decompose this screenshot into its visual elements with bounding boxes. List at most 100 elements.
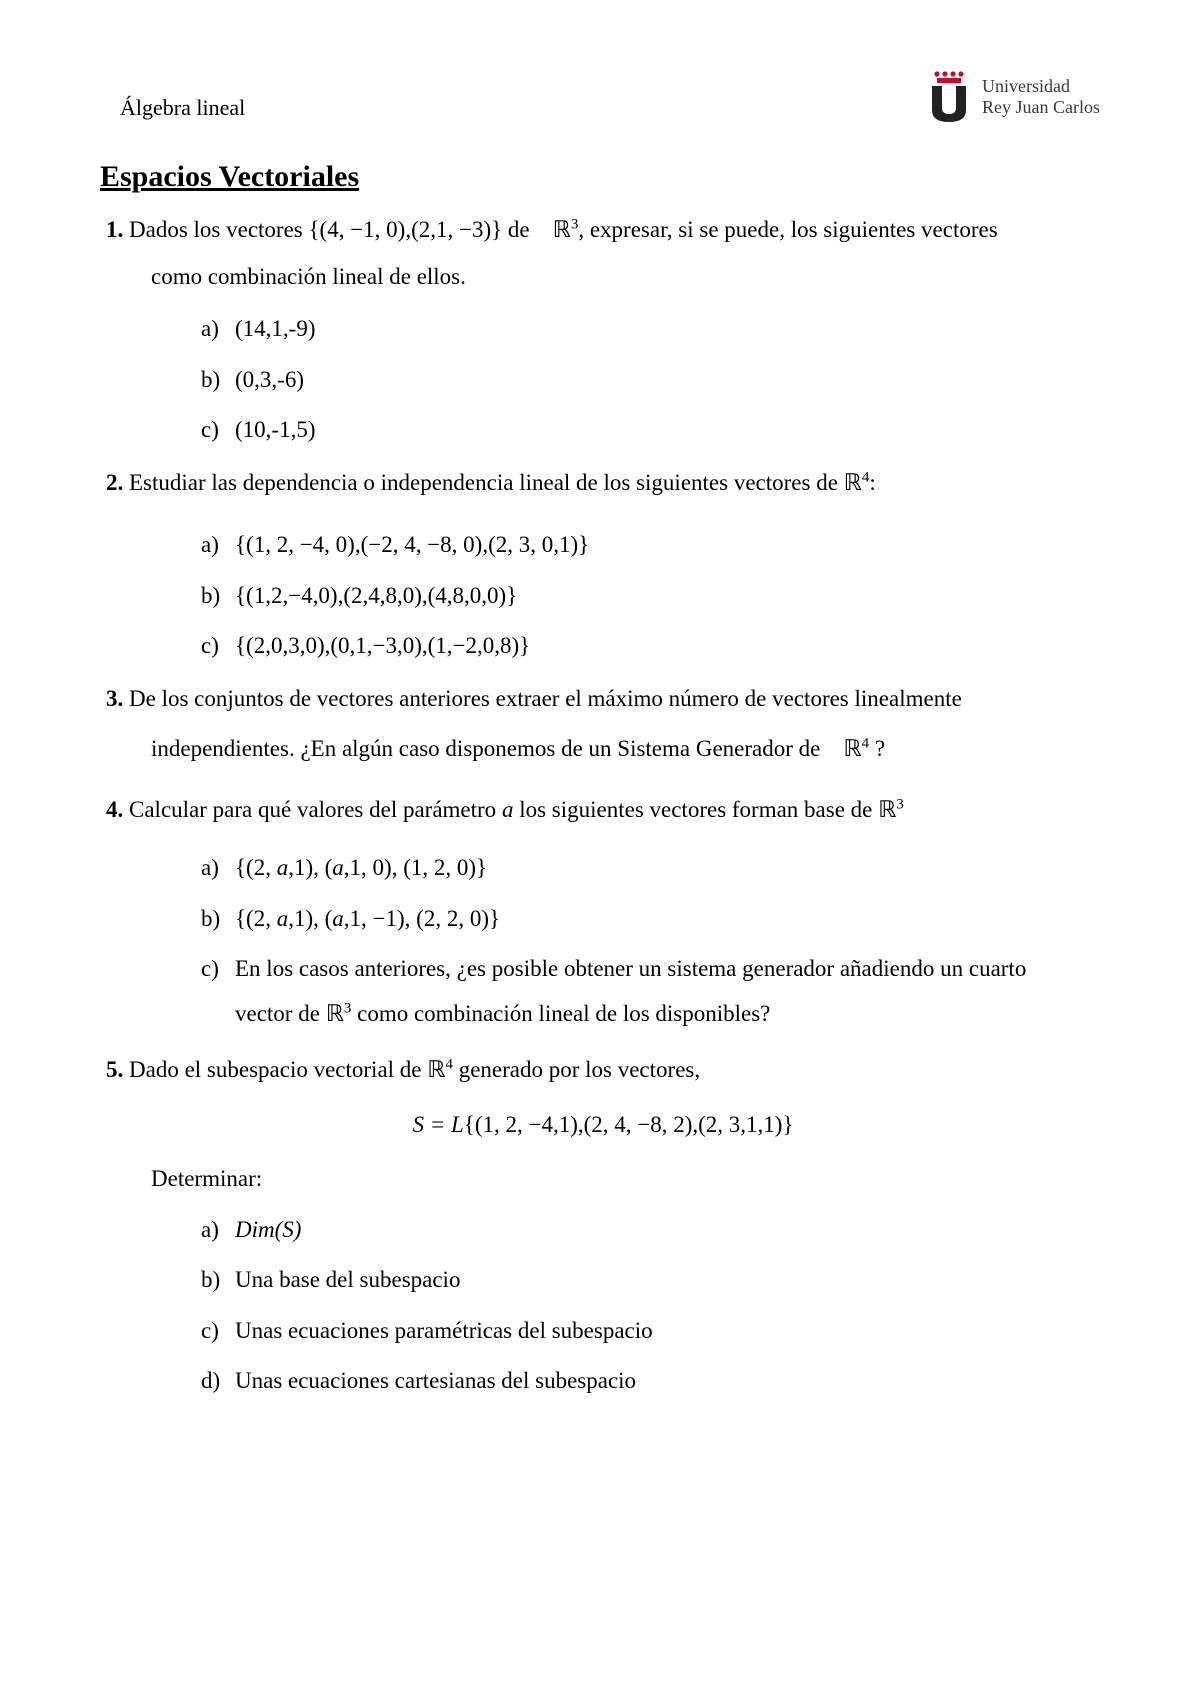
p5-item-b: b)Una base del subespacio [201,1263,1100,1298]
p4-c-line1: En los casos anteriores, ¿es posible obt… [235,956,1026,981]
p4-item-c: c)En los casos anteriores, ¿es posible o… [201,952,1100,1031]
p3-line1: De los conjuntos de vectores anteriores … [123,686,962,711]
p2-space-R: ℝ [844,470,862,495]
item-letter: c) [201,1314,235,1349]
problem-number: 1. [106,217,123,242]
p5-determinar: Determinar: [106,1162,1100,1197]
p4-c-line2: vector de ℝ3 como combinación lineal de … [201,997,1100,1032]
p4-b-mid1: ,1), ( [288,906,332,931]
p1-text-a: Dados los vectores [123,217,308,242]
uni-line-2: Rey Juan Carlos [982,97,1100,118]
p5-d: Unas ecuaciones cartesianas del subespac… [235,1368,636,1393]
item-letter: c) [201,952,235,987]
p4-a-param1: a [277,855,289,880]
item-letter: c) [201,413,235,448]
p4-b-param1: a [277,906,289,931]
p4-item-b: b){(2, a,1), (a,1, −1), (2, 2, 0)} [201,902,1100,937]
p5-space-sup: 4 [445,1056,452,1072]
item-letter: a) [201,528,235,563]
p1-line2: como combinación lineal de ellos. [106,260,1100,295]
p2-item-c: c){(2,0,3,0),(0,1,−3,0),(1,−2,0,8)} [201,629,1100,664]
p1-item-c: c)(10,-1,5) [201,413,1100,448]
p4-param: a [502,797,514,822]
p4-b-pre: {(2, [235,906,277,931]
p4-c-line2-a: vector de [235,1001,326,1026]
p5-text-a: Dado el subespacio vectorial de [123,1057,427,1082]
p1-set: {(4, −1, 0),(2,1, −3)} [309,217,503,242]
p4-space-sup: 3 [896,796,903,812]
item-letter: a) [201,851,235,886]
p2-item-a: a){(1, 2, −4, 0),(−2, 4, −8, 0),(2, 3, 0… [201,528,1100,563]
p3-line2-a: independientes. ¿En algún caso disponemo… [151,736,826,761]
p4-sublist: a){(2, a,1), (a,1, 0), (1, 2, 0)} b){(2,… [106,851,1100,1031]
p5-eq-lhs: S = L [412,1112,463,1137]
item-letter: b) [201,902,235,937]
p1-item-b: b)(0,3,-6) [201,363,1100,398]
page: Álgebra lineal Universidad Rey Juan Carl… [0,0,1200,1696]
problem-1: 1. Dados los vectores {(4, −1, 0),(2,1, … [106,213,1100,448]
p2-a: {(1, 2, −4, 0),(−2, 4, −8, 0),(2, 3, 0,1… [235,532,589,557]
p4-text-b: los siguientes vectores forman base de [513,797,878,822]
p5-text-b: generado por los vectores, [453,1057,700,1082]
p4-b-param2: a [332,906,344,931]
university-logo: Universidad Rey Juan Carlos [926,70,1100,124]
p3-space-sup: 4 [862,735,869,751]
p4-a-param2: a [332,855,344,880]
p2-b: {(1,2,−4,0),(2,4,8,0),(4,8,0,0)} [235,583,517,608]
problem-number: 3. [106,686,123,711]
document-title: Espacios Vectoriales [100,154,1100,199]
p5-item-a: a)Dim(S) [201,1213,1100,1248]
p5-space-R: ℝ [427,1057,445,1082]
p4-c-line2-b: como combinación lineal de los disponibl… [351,1001,770,1026]
item-letter: c) [201,629,235,664]
p3-space-R: ℝ [843,736,861,761]
item-letter: a) [201,312,235,347]
p1-sublist: a)(14,1,-9) b)(0,3,-6) c)(10,-1,5) [106,312,1100,448]
p5-equation: S = L{(1, 2, −4,1),(2, 4, −8, 2),(2, 3,1… [106,1108,1100,1143]
p2-item-b: b){(1,2,−4,0),(2,4,8,0),(4,8,0,0)} [201,579,1100,614]
p5-c: Unas ecuaciones paramétricas del subespa… [235,1318,653,1343]
p4-text-a: Calcular para qué valores del parámetro [123,797,502,822]
p1-text-c: , expresar, si se puede, los siguientes … [578,217,997,242]
p1-text-b: de [502,217,535,242]
p2-c: {(2,0,3,0),(0,1,−3,0),(1,−2,0,8)} [235,633,530,658]
problem-5: 5. Dado el subespacio vectorial de ℝ4 ge… [106,1053,1100,1399]
p5-item-c: c)Unas ecuaciones paramétricas del subes… [201,1314,1100,1349]
page-header: Álgebra lineal Universidad Rey Juan Carl… [100,70,1100,124]
problem-number: 5. [106,1057,123,1082]
p4-space-R: ℝ [878,797,896,822]
p5-eq-set: {(1, 2, −4,1),(2, 4, −8, 2),(2, 3,1,1)} [464,1112,794,1137]
p2-sublist: a){(1, 2, −4, 0),(−2, 4, −8, 0),(2, 3, 0… [106,528,1100,664]
problem-4: 4. Calcular para qué valores del parámet… [106,793,1100,1032]
p4-a-mid1: ,1), ( [288,855,332,880]
p4-a-pre: {(2, [235,855,277,880]
p4c-space-R: ℝ [326,1001,344,1026]
p2-text: Estudiar las dependencia o independencia… [123,470,843,495]
p1-space-R: ℝ [553,217,571,242]
p1-c: (10,-1,5) [235,417,315,442]
p2-colon: : [869,470,875,495]
p3-line2-b: ? [869,736,885,761]
urjc-logo-icon [926,70,972,124]
problem-number: 4. [106,797,123,822]
item-letter: b) [201,363,235,398]
p5-item-d: d)Unas ecuaciones cartesianas del subesp… [201,1364,1100,1399]
item-letter: a) [201,1213,235,1248]
item-letter: d) [201,1364,235,1399]
p3-line2: independientes. ¿En algún caso disponemo… [106,732,1100,767]
p1-b: (0,3,-6) [235,367,304,392]
item-letter: b) [201,1263,235,1298]
university-name: Universidad Rey Juan Carlos [982,76,1100,117]
p5-b: Una base del subespacio [235,1267,460,1292]
p4-a-mid2: ,1, 0), (1, 2, 0)} [344,855,487,880]
p5-sublist: a)Dim(S) b)Una base del subespacio c)Una… [106,1213,1100,1399]
p5-a: Dim(S) [235,1217,301,1242]
p4-b-mid2: ,1, −1), (2, 2, 0)} [344,906,500,931]
item-letter: b) [201,579,235,614]
p1-item-a: a)(14,1,-9) [201,312,1100,347]
p4-item-a: a){(2, a,1), (a,1, 0), (1, 2, 0)} [201,851,1100,886]
course-name: Álgebra lineal [100,91,245,124]
problem-2: 2. Estudiar las dependencia o independen… [106,466,1100,664]
uni-line-1: Universidad [982,76,1100,97]
problem-number: 2. [106,470,123,495]
